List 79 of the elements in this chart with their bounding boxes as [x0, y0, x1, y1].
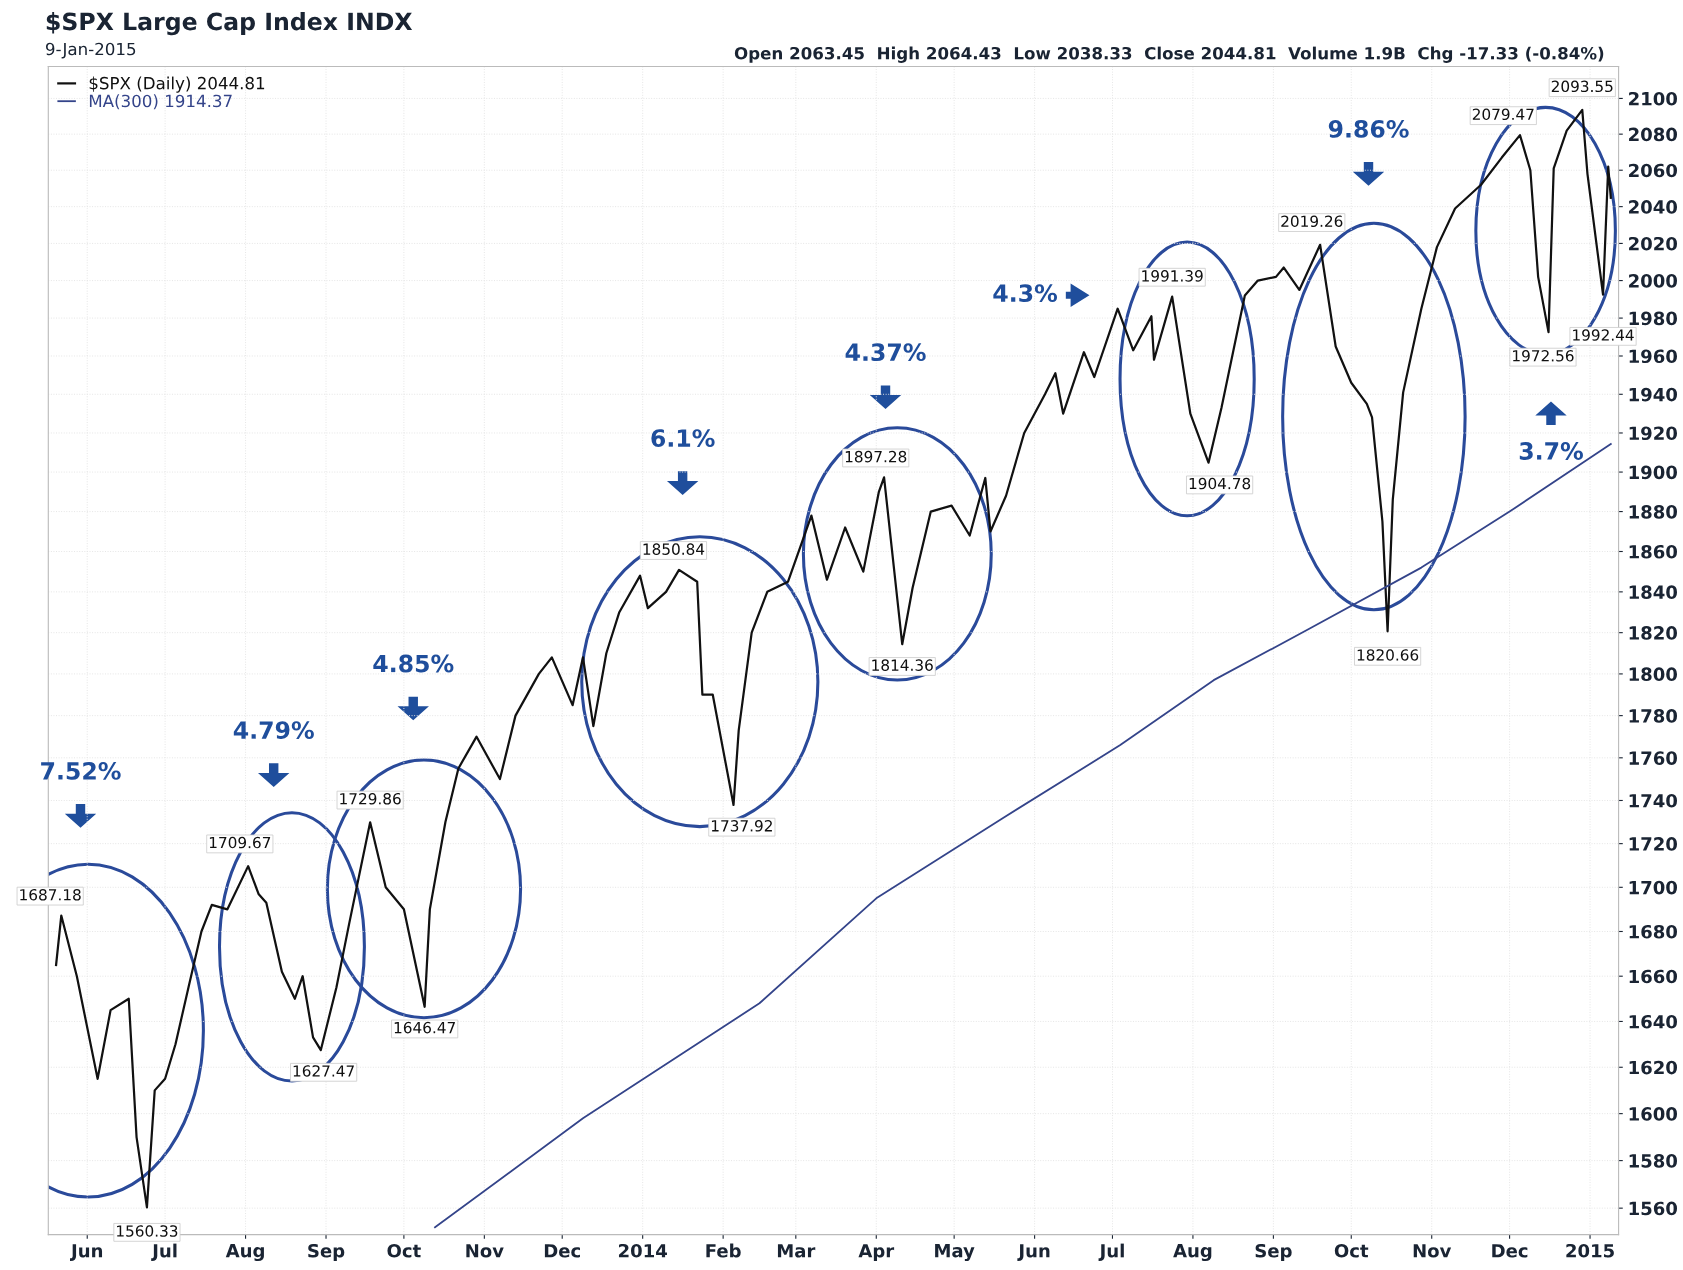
y-tick-label: 1620 — [1629, 1060, 1678, 1075]
annotation: 2093.55 — [1551, 80, 1613, 93]
y-tick-label: 2000 — [1629, 274, 1678, 288]
annotation: 4.85% — [373, 654, 454, 673]
y-tick-label: 1840 — [1629, 585, 1678, 599]
y-tick-label: 2080 — [1629, 127, 1678, 142]
x-tick-label: May — [935, 1244, 975, 1262]
y-tick-label: 2020 — [1629, 236, 1678, 251]
legend-label: MA(300) 1914.37 — [89, 94, 232, 110]
x-tick-label: Sep — [308, 1243, 345, 1262]
annotation: 9.86% — [1328, 119, 1409, 138]
annotation: 1646.47 — [394, 1021, 455, 1034]
annotation: 1729.86 — [340, 792, 401, 805]
y-tick-label: 1560 — [1629, 1201, 1678, 1216]
annotation: 4.3% — [993, 284, 1058, 303]
annotation: 7.52% — [41, 761, 121, 780]
x-tick-label: Oct — [387, 1243, 421, 1258]
chart-subtitle: 9-Jan-2015 — [45, 42, 136, 59]
x-tick-label: Apr — [858, 1244, 895, 1262]
x-tick-label: Jul — [1098, 1243, 1124, 1261]
x-tick-label: Aug — [1173, 1244, 1212, 1262]
y-tick-label: 2060 — [1629, 163, 1678, 178]
annotation: 1687.18 — [20, 889, 81, 901]
y-tick-label: 2100 — [1629, 91, 1678, 106]
y-tick-label: 1940 — [1629, 387, 1678, 402]
x-tick-label: Dec — [544, 1244, 580, 1258]
annotation: 1627.47 — [293, 1065, 354, 1077]
y-tick-label: 1600 — [1629, 1107, 1678, 1121]
y-tick-label: 1860 — [1629, 544, 1678, 559]
x-tick-label: Nov — [1413, 1244, 1452, 1258]
annotation: 1850.84 — [643, 543, 705, 555]
y-tick-label: 1660 — [1629, 969, 1678, 984]
y-tick-label: 1920 — [1629, 426, 1678, 441]
annotation: 1992.44 — [1573, 329, 1634, 341]
legend-label: $SPX (Daily) 2044.81 — [89, 76, 265, 93]
annotation: 2079.47 — [1472, 108, 1534, 121]
annotation: 1897.28 — [845, 450, 907, 463]
y-tick-label: 1640 — [1629, 1014, 1678, 1029]
x-tick-label: 2014 — [618, 1243, 667, 1258]
x-tick-label: Jul — [151, 1243, 177, 1261]
y-tick-label: 1700 — [1629, 880, 1678, 895]
annotation: 6.1% — [651, 429, 715, 447]
x-tick-label: Sep — [1255, 1243, 1292, 1262]
x-tick-label: Jun — [1017, 1244, 1050, 1261]
annotation: 1737.92 — [711, 820, 772, 832]
annotation: 3.7% — [1519, 442, 1583, 460]
annotation: 1814.36 — [872, 659, 933, 671]
x-tick-label: Mar — [777, 1244, 816, 1258]
y-tick-label: 1880 — [1629, 505, 1678, 519]
annotation: 4.79% — [233, 721, 314, 740]
y-tick-label: 1740 — [1629, 793, 1678, 808]
x-tick-label: 2015 — [1566, 1243, 1614, 1258]
x-tick-label: Oct — [1334, 1243, 1369, 1258]
x-tick-label: Aug — [225, 1244, 264, 1262]
y-tick-label: 1980 — [1629, 311, 1678, 326]
y-tick-label: 1580 — [1629, 1154, 1678, 1168]
y-tick-label: 1820 — [1629, 626, 1678, 640]
annotation: 1991.39 — [1142, 270, 1203, 282]
x-tick-label: Jun — [70, 1244, 103, 1261]
annotation: 1972.56 — [1513, 350, 1574, 362]
annotation: 4.37% — [845, 343, 926, 362]
y-tick-label: 1780 — [1629, 709, 1678, 723]
annotation: 1904.78 — [1189, 477, 1251, 490]
x-tick-label: Feb — [706, 1243, 741, 1258]
y-tick-label: 1680 — [1629, 924, 1678, 939]
y-tick-label: 2040 — [1629, 200, 1678, 214]
chart-title: $SPX Large Cap Index INDX — [46, 12, 413, 36]
annotation: 1709.67 — [209, 836, 271, 849]
y-tick-label: 1760 — [1629, 751, 1678, 765]
y-tick-label: 1960 — [1629, 349, 1678, 364]
text: Open 2063.45 High 2064.43 Low 2038.33 Close 2044.81 Volume 1.9B Chg -17.33 (-0.84%) — [734, 46, 1604, 63]
annotation: 1560.33 — [117, 1225, 178, 1237]
y-tick-label: 1800 — [1629, 667, 1678, 682]
y-tick-label: 1720 — [1629, 837, 1678, 851]
x-tick-label: Nov — [466, 1244, 504, 1258]
annotation: 1820.66 — [1357, 649, 1419, 661]
y-tick-label: 1900 — [1629, 465, 1678, 480]
annotation: 2019.26 — [1281, 215, 1343, 227]
x-tick-label: Dec — [1492, 1244, 1528, 1258]
